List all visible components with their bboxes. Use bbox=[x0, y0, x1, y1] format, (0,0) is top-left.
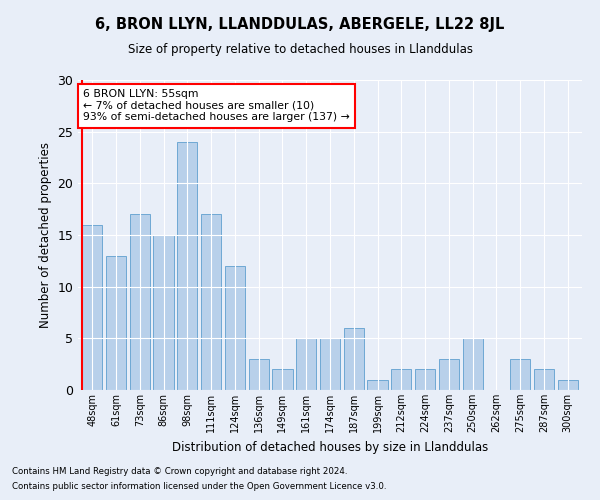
Bar bbox=[248, 359, 269, 390]
Bar bbox=[130, 214, 150, 390]
Text: Size of property relative to detached houses in Llanddulas: Size of property relative to detached ho… bbox=[128, 42, 473, 56]
Bar bbox=[510, 359, 530, 390]
Bar bbox=[272, 370, 293, 390]
Text: Contains HM Land Registry data © Crown copyright and database right 2024.: Contains HM Land Registry data © Crown c… bbox=[12, 467, 347, 476]
Bar bbox=[463, 338, 483, 390]
Bar bbox=[367, 380, 388, 390]
Bar bbox=[177, 142, 197, 390]
Bar bbox=[154, 235, 173, 390]
Bar bbox=[391, 370, 412, 390]
X-axis label: Distribution of detached houses by size in Llanddulas: Distribution of detached houses by size … bbox=[172, 440, 488, 454]
Bar bbox=[320, 338, 340, 390]
Bar bbox=[106, 256, 126, 390]
Bar bbox=[415, 370, 435, 390]
Bar bbox=[225, 266, 245, 390]
Bar bbox=[344, 328, 364, 390]
Bar bbox=[201, 214, 221, 390]
Text: 6 BRON LLYN: 55sqm
← 7% of detached houses are smaller (10)
93% of semi-detached: 6 BRON LLYN: 55sqm ← 7% of detached hous… bbox=[83, 90, 350, 122]
Text: Contains public sector information licensed under the Open Government Licence v3: Contains public sector information licen… bbox=[12, 482, 386, 491]
Bar bbox=[557, 380, 578, 390]
Bar bbox=[439, 359, 459, 390]
Text: 6, BRON LLYN, LLANDDULAS, ABERGELE, LL22 8JL: 6, BRON LLYN, LLANDDULAS, ABERGELE, LL22… bbox=[95, 18, 505, 32]
Bar bbox=[534, 370, 554, 390]
Bar bbox=[82, 224, 103, 390]
Y-axis label: Number of detached properties: Number of detached properties bbox=[39, 142, 52, 328]
Bar bbox=[296, 338, 316, 390]
